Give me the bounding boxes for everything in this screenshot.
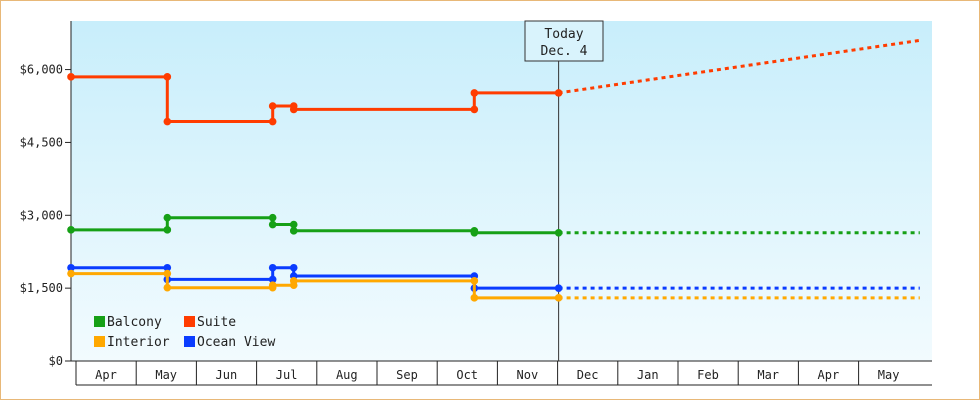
- today-date: Dec. 4: [541, 44, 588, 59]
- data-point: [554, 294, 563, 302]
- data-point: [554, 228, 563, 237]
- data-point: [289, 105, 298, 114]
- month-label: Oct: [456, 368, 478, 382]
- data-point: [268, 281, 277, 290]
- legend-label-interior: Interior: [107, 335, 170, 350]
- legend-label-suite: Suite: [197, 315, 236, 330]
- today-callout: [524, 20, 604, 62]
- data-point: [67, 226, 75, 234]
- legend-swatch-suite: [184, 316, 195, 327]
- projection-line-suite: [558, 38, 921, 95]
- data-point: [163, 226, 172, 234]
- series-interior: [67, 269, 920, 302]
- month-label: Jul: [276, 368, 298, 382]
- data-point: [163, 117, 172, 126]
- data-point: [268, 220, 277, 229]
- y-tick-label: $3,000: [20, 208, 63, 222]
- data-point: [470, 228, 479, 237]
- today-label: Today: [544, 27, 583, 42]
- month-label: May: [878, 368, 900, 382]
- series-suite: [67, 38, 921, 126]
- month-label: May: [155, 368, 177, 382]
- data-point: [470, 294, 479, 302]
- month-label: Sep: [396, 368, 418, 382]
- data-point: [163, 73, 172, 81]
- data-point: [268, 275, 277, 284]
- legend-swatch-balcony: [94, 316, 105, 327]
- month-label: Apr: [95, 368, 117, 382]
- data-point: [289, 227, 298, 235]
- legend-label-balcony: Balcony: [107, 315, 162, 330]
- data-point: [163, 263, 172, 272]
- legend-swatch-ocean-view: [184, 336, 195, 347]
- month-label: Jan: [637, 368, 659, 382]
- data-point: [163, 213, 172, 222]
- legend-swatch-interior: [94, 336, 105, 347]
- data-point: [163, 283, 172, 292]
- data-point: [268, 263, 277, 272]
- month-label: Mar: [757, 368, 779, 382]
- data-point: [67, 263, 75, 272]
- data-point: [67, 269, 75, 278]
- data-point: [289, 220, 298, 229]
- y-tick-label: $4,500: [20, 135, 63, 149]
- plot-background: [71, 21, 932, 361]
- data-point: [470, 105, 479, 114]
- y-tick-label: $6,000: [20, 63, 63, 77]
- y-tick-label: $1,500: [20, 281, 63, 295]
- legend-label-ocean-view: Ocean View: [197, 335, 275, 350]
- y-tick-label: $0: [49, 354, 63, 368]
- data-point: [289, 263, 298, 272]
- data-point: [268, 117, 277, 126]
- data-point: [470, 89, 479, 97]
- month-label: Dec: [577, 368, 599, 382]
- data-point: [67, 73, 75, 81]
- data-point: [163, 269, 172, 278]
- month-label: Nov: [517, 368, 539, 382]
- series-balcony: [67, 213, 920, 237]
- series-group: [67, 38, 921, 302]
- legend: Balcony Suite Interior Ocean View: [94, 315, 275, 350]
- month-label: Aug: [336, 368, 358, 382]
- data-point: [470, 277, 479, 285]
- data-point: [554, 89, 563, 97]
- series-line-interior: [71, 272, 559, 300]
- month-label: Apr: [818, 368, 840, 382]
- data-point: [268, 213, 277, 222]
- month-label: Feb: [697, 368, 719, 382]
- data-point: [268, 102, 277, 110]
- x-axis: Apr May Jun Jul Aug Sep Oct Nov Dec Jan Feb Mar Apr M…: [71, 360, 932, 386]
- today-marker: Today Dec. 4: [524, 20, 604, 361]
- data-point: [554, 284, 563, 292]
- month-label: Jun: [216, 368, 238, 382]
- series-line-suite: [71, 75, 559, 123]
- y-axis: $0 $1,500 $3,000 $4,500 $6,000: [20, 21, 72, 368]
- data-point: [289, 277, 298, 285]
